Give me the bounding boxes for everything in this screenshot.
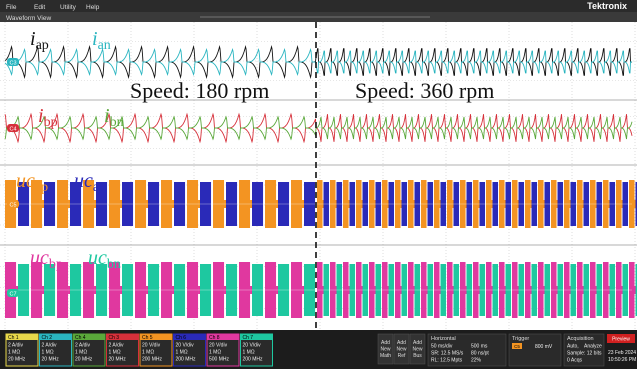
acquisition-setting: Sample: 12 bits <box>567 351 602 357</box>
acquisition-setting: 0 Acqs <box>567 358 583 364</box>
pwm-gap <box>635 200 636 208</box>
pwm-gap <box>635 286 636 294</box>
add-button-label: Add <box>397 340 406 346</box>
channel-setting: 1 MΩ <box>243 350 255 356</box>
channel-setting: 1 MΩ <box>42 350 54 356</box>
channel-setting: 2 A/div <box>8 343 24 349</box>
date: 23 Feb 2024 <box>608 350 636 356</box>
signal-label-main: uc <box>74 170 93 192</box>
channel-setting: 1 MΩ <box>75 350 87 356</box>
horizontal-setting: RL: 12.5 Mpts <box>431 358 463 364</box>
channel-setting: 20 MHz <box>109 357 127 363</box>
menu-item[interactable]: Edit <box>34 4 45 11</box>
signal-label-main: uc <box>88 247 107 269</box>
add-button-label: Bus <box>413 353 422 359</box>
channel-setting: 1 MΩ <box>8 350 20 356</box>
channel-setting: 20 V/div <box>176 343 195 349</box>
speed-label: Speed: 180 rpm <box>130 78 269 103</box>
signal-label-sub: bn <box>110 115 124 130</box>
channel-setting: 500 MHz <box>209 357 230 363</box>
menu-item[interactable]: Help <box>86 4 100 11</box>
horizontal-setting: 80 ns/pt <box>471 351 489 357</box>
channel-setting: 200 MHz <box>243 357 264 363</box>
channel-name: Ch 2 <box>42 335 53 341</box>
acquisition-setting: Auto, <box>567 344 579 350</box>
channel-setting: 1 MΩ <box>109 350 121 356</box>
channel-badge-label: C3 <box>9 61 16 67</box>
horizontal-setting: 50 ms/div <box>431 344 453 350</box>
signal-label-main: uc <box>16 170 35 192</box>
channel-name: Ch 8 <box>209 335 220 341</box>
channel-setting: 20 V/div <box>209 343 228 349</box>
channel-badge-label: C7 <box>9 292 16 298</box>
trigger-level: 800 mV <box>535 344 553 350</box>
channel-setting: 2 A/div <box>75 343 91 349</box>
add-button-label: New <box>380 347 390 353</box>
channel-setting: 20 V/div <box>243 343 262 349</box>
signal-label-sub: bp <box>49 257 63 272</box>
signal-label-sub: ap <box>35 180 48 195</box>
trigger-source: C5 <box>514 344 520 349</box>
channel-setting: 200 MHz <box>176 357 197 363</box>
signal-label-sub: ap <box>36 38 49 53</box>
signal-label-sub: an <box>98 38 111 53</box>
channel-setting: 20 MHz <box>75 357 93 363</box>
channel-setting: 20 MHz <box>8 357 26 363</box>
preview-label: Preview <box>612 337 630 343</box>
channel-setting: 200 MHz <box>142 357 163 363</box>
channel-setting: 2 A/div <box>109 343 125 349</box>
horizontal-setting: 22% <box>471 358 482 364</box>
add-button-label: Add <box>413 340 422 346</box>
acquisition-setting: Analyze <box>584 344 602 350</box>
signal-label-sub: an <box>93 180 106 195</box>
channel-setting: 20 V/div <box>142 343 161 349</box>
channel-name: Ch 5 <box>142 335 153 341</box>
channel-name: Ch 4 <box>75 335 86 341</box>
channel-badge-label: C4 <box>9 127 16 133</box>
panel-title: Acquisition <box>567 336 594 342</box>
add-button-label: Add <box>381 340 390 346</box>
add-button-label: New <box>412 347 422 353</box>
channel-name: Ch 1 <box>8 335 19 341</box>
channel-setting: 20 MHz <box>42 357 60 363</box>
channel-name: Ch 6 <box>176 335 187 341</box>
add-button-label: Math <box>380 353 391 359</box>
horizontal-setting: SR: 12.5 MS/s <box>431 351 464 357</box>
panel-title: Trigger <box>512 336 529 342</box>
time: 10:50:26 PM <box>608 357 636 363</box>
menu-item[interactable]: Utility <box>60 4 77 11</box>
speed-label: Speed: 360 rpm <box>355 78 494 103</box>
signal-label-sub: bp <box>44 115 58 130</box>
channel-name: Ch 7 <box>243 335 254 341</box>
horizontal-setting: 500 ms <box>471 344 488 350</box>
brand: Tektronix <box>587 1 627 11</box>
panel-title: Horizontal <box>431 336 456 342</box>
channel-setting: 1 MΩ <box>142 350 154 356</box>
add-button-label: New <box>396 347 406 353</box>
channel-name: Ch 3 <box>109 335 120 341</box>
add-button-label: Ref <box>398 353 406 359</box>
channel-setting: 1 MΩ <box>176 350 188 356</box>
scope-screen: Tektronix Waveform View C3C4C5C7iapianib… <box>0 0 637 369</box>
channel-badge-label: C5 <box>9 203 16 209</box>
view-title: Waveform View <box>6 15 51 22</box>
channel-setting: 1 MΩ <box>209 350 221 356</box>
menu-item[interactable]: File <box>6 4 17 11</box>
signal-label-main: uc <box>30 247 49 269</box>
signal-label-sub: bn <box>107 257 121 272</box>
channel-setting: 2 A/div <box>42 343 58 349</box>
